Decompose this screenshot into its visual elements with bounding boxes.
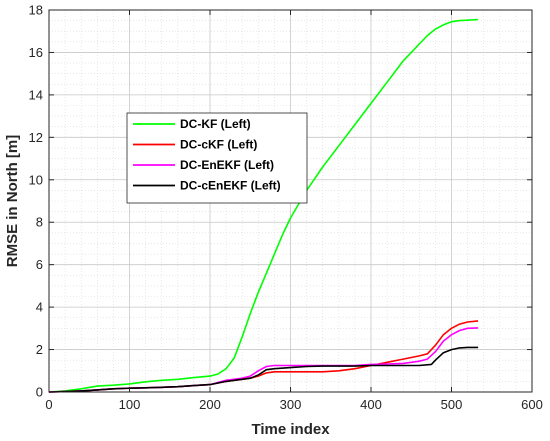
legend-label: DC-cKF (Left) (180, 138, 257, 152)
y-tick-labels: 0 2 4 6 8 10 12 14 16 18 (29, 3, 43, 400)
legend-label: DC-EnEKF (Left) (180, 158, 274, 172)
x-tick-label: 200 (199, 397, 221, 412)
series-line-4 (48, 346, 479, 393)
series-line-1 (48, 18, 479, 393)
x-tick-label: 600 (521, 397, 543, 412)
y-tick-label: 14 (29, 87, 43, 102)
x-tick-label: 500 (441, 397, 463, 412)
y-tick-label: 16 (29, 45, 43, 60)
axis-ticks (48, 9, 533, 393)
x-axis-label: Time index (251, 421, 330, 438)
legend-label: DC-KF (Left) (180, 117, 251, 131)
series-layer (48, 18, 479, 393)
x-tick-label: 400 (360, 397, 382, 412)
legend-label: DC-cEnEKF (Left) (180, 179, 281, 193)
y-tick-label: 0 (36, 385, 43, 400)
y-tick-label: 2 (36, 342, 43, 357)
y-tick-label: 6 (36, 257, 43, 272)
y-tick-label: 10 (29, 172, 43, 187)
x-tick-labels: 0 100 200 300 400 500 600 (45, 397, 542, 412)
legend: DC-KF (Left) DC-cKF (Left) DC-EnEKF (Left)… (126, 112, 308, 204)
x-tick-label: 300 (280, 397, 302, 412)
legend-box (126, 112, 308, 204)
x-tick-label: 0 (45, 397, 52, 412)
y-tick-label: 12 (29, 130, 43, 145)
y-tick-label: 18 (29, 3, 43, 18)
x-tick-label: 100 (119, 397, 141, 412)
y-axis-label: RMSE in North [m] (4, 135, 21, 268)
y-tick-label: 4 (36, 300, 43, 315)
y-tick-label: 8 (36, 215, 43, 230)
